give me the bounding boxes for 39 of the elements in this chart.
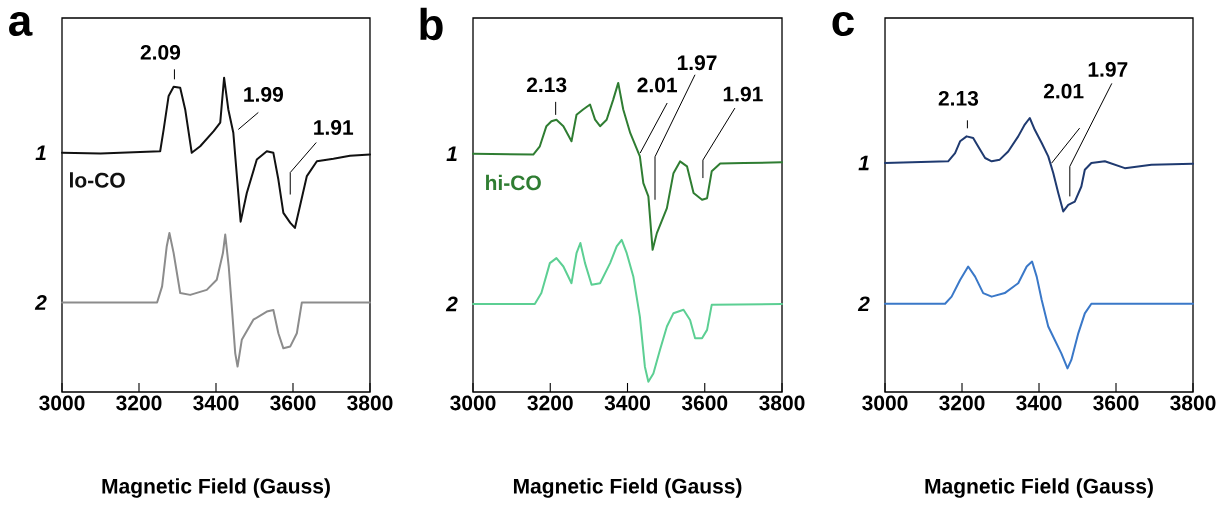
text: 1.97 — [1088, 61, 1128, 77]
annotation: lo-CO — [70, 172, 125, 188]
x-tick-label: 3400 — [604, 395, 650, 411]
x-tick-label: 3000 — [39, 395, 85, 411]
text: 1.97 — [677, 55, 717, 71]
chart-title: c — [832, 11, 854, 37]
x-axis-title: Magnetic Field (Gauss) — [513, 478, 742, 498]
x-tick-label: 3600 — [1093, 395, 1139, 411]
annotation: hi-CO — [486, 174, 541, 191]
x-tick-label: 3600 — [270, 395, 316, 411]
series-label: 1 — [858, 155, 869, 171]
x-axis-title: Magnetic Field (Gauss) — [102, 478, 330, 498]
x-tick-label: 3200 — [527, 395, 573, 411]
x-tick-label: 3000 — [862, 395, 908, 411]
chart-title: a — [9, 11, 33, 37]
series-label: 1 — [35, 145, 46, 161]
x-tick-label: 3800 — [347, 395, 393, 411]
chart-title: b — [420, 7, 443, 41]
x-tick-label: 3800 — [759, 395, 805, 411]
series-label: 2 — [34, 295, 47, 310]
annotation: 1.91 — [723, 86, 763, 102]
x-axis-title: Magnetic Field (Gauss) — [925, 478, 1153, 498]
text: 2.13 — [938, 90, 979, 106]
x-tick-label: 3600 — [681, 395, 728, 411]
series-label: 1 — [446, 146, 457, 161]
annotation: 1.99 — [244, 87, 283, 102]
x-tick-label: 3000 — [450, 395, 496, 411]
text: 2.09 — [140, 44, 181, 60]
text: 2.01 — [1043, 83, 1084, 99]
annotation: 2.01 — [637, 77, 678, 93]
x-tick-label: 3200 — [939, 395, 985, 411]
x-tick-label: 3400 — [1016, 395, 1062, 411]
x-tick-label: 3800 — [1170, 395, 1216, 411]
series-label: 2 — [445, 296, 458, 312]
annotation: 2.13 — [526, 77, 567, 93]
x-tick-label: 3400 — [193, 395, 239, 411]
x-tick-label: 3200 — [116, 395, 162, 411]
annotation: 1.91 — [314, 120, 354, 135]
series-label: 2 — [857, 296, 870, 312]
